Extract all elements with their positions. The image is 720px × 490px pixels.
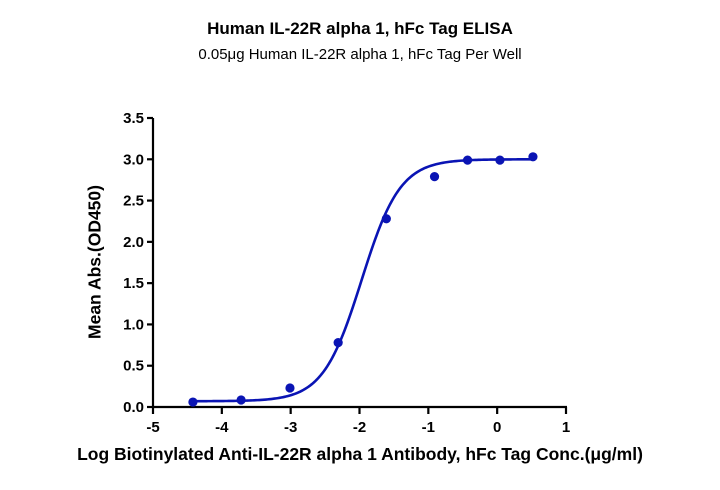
y-tick-label: 0.0 [123, 399, 144, 416]
data-point [188, 397, 198, 407]
data-point [381, 214, 391, 224]
data-point [528, 152, 538, 162]
x-tick-label: 1 [562, 419, 570, 436]
data-points [188, 152, 538, 407]
y-tick-label: 1.0 [123, 316, 144, 333]
chart-title: Human IL-22R alpha 1, hFc Tag ELISA [207, 19, 513, 38]
y-tick-label: 0.5 [123, 358, 144, 375]
data-point [495, 155, 505, 165]
data-point [236, 395, 246, 405]
x-tick-label: -3 [284, 419, 297, 436]
data-point [333, 337, 343, 348]
fit-curve [192, 158, 533, 403]
y-tick-label: 1.5 [123, 275, 144, 292]
x-tick-label: -4 [215, 419, 229, 436]
y-tick-label: 3.0 [123, 151, 144, 168]
x-tick-label: -1 [422, 419, 435, 436]
y-axis-label: Mean Abs.(OD450) [84, 185, 105, 339]
x-axis-label: Log Biotinylated Anti-IL-22R alpha 1 Ant… [77, 444, 643, 464]
y-tick-label: 2.5 [123, 193, 144, 210]
chart-subtitle: 0.05μg Human IL-22R alpha 1, hFc Tag Per… [198, 46, 522, 63]
x-tick-label: -2 [353, 419, 366, 436]
data-point [285, 383, 295, 393]
x-tick-label: 0 [493, 419, 501, 436]
x-tick-label: -5 [146, 419, 159, 436]
data-point [429, 172, 440, 182]
y-tick-label: 3.5 [123, 110, 144, 127]
axes: 0.0 0.5 1.0 1.5 2.0 2.5 3.0 3.5 -5 -4 -3 -2 -1 0 1 [123, 110, 570, 436]
y-tick-label: 2.0 [123, 234, 144, 251]
data-point [462, 155, 473, 165]
